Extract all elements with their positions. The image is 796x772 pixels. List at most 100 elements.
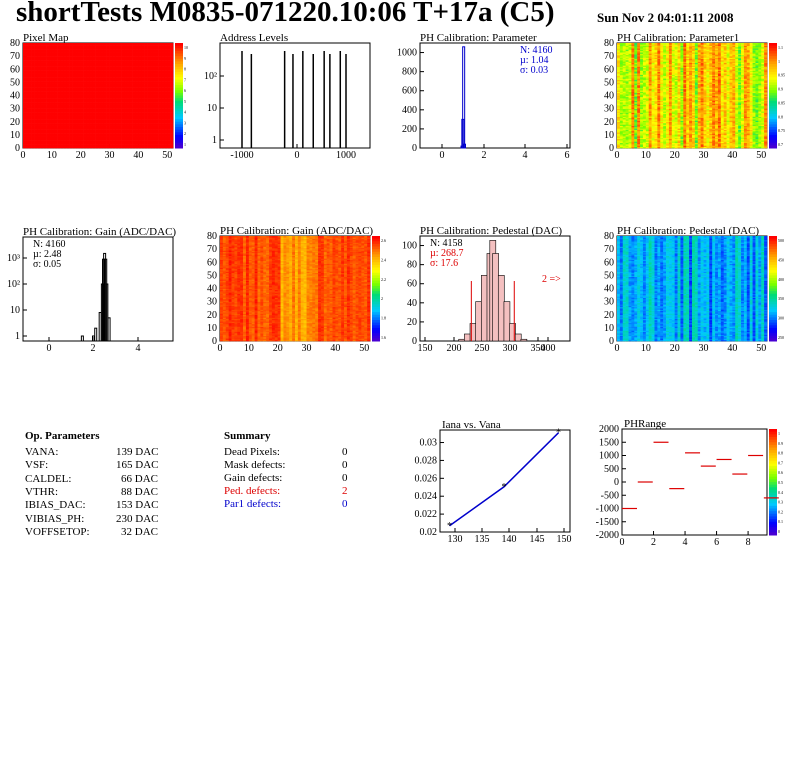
heatmap-cell-pixel-map (43, 132, 47, 134)
ytick-label-address-levels: 1 (212, 135, 217, 146)
heatmap-cell-pixel-map (48, 108, 53, 111)
heatmap-cell-pixel-map (46, 106, 50, 108)
heatmap-cell-pixel-map (37, 46, 41, 49)
heatmap-cell-pixel-map (25, 137, 30, 140)
colorbar-cell-pixel-map (175, 121, 183, 125)
heatmap-cell-pixel-map (48, 127, 53, 129)
colorbar-cell-phrange (769, 529, 777, 533)
heatmap-cell-pixel-map (43, 130, 47, 133)
heatmap-cell-pixel-map (31, 74, 35, 77)
heatmap-cell-pixel-map (161, 43, 165, 45)
heatmap-cell-pixel-map (23, 86, 27, 88)
heatmap-cell-pixel-map (43, 75, 47, 78)
heatmap-cell-pixel-map (46, 142, 50, 145)
colorbar-cell-ph-param1 (769, 145, 777, 149)
colorbar-cell-ph-ped-map (769, 322, 777, 326)
heatmap-cell-pixel-map (25, 132, 30, 134)
heatmap-cell-pixel-map (34, 119, 38, 121)
colorbar-cell-ph-gain-map (372, 246, 380, 250)
heatmap-cell-pixel-map (40, 85, 44, 87)
heatmap-cell-pixel-map (25, 45, 30, 48)
heatmap-cell-pixel-map (23, 61, 27, 63)
heatmap-cell-pixel-map (25, 96, 30, 99)
colorbar-cell-ph-gain-map (372, 317, 380, 321)
heatmap-cell-pixel-map (51, 70, 56, 73)
ytick-label-ph-ped-map: 70 (604, 244, 614, 255)
colorbar-cell-ph-gain-map (372, 236, 380, 240)
heatmap-cell-pixel-map (25, 106, 30, 108)
heatmap-cell-pixel-map (43, 104, 47, 107)
heatmap-cell-pixel-map (28, 52, 32, 54)
colorbar-cell-pixel-map (175, 61, 183, 65)
heatmap-cell-pixel-map (23, 77, 27, 79)
xtick-label-ph-param1: 40 (727, 150, 737, 161)
heatmap-cell-pixel-map (37, 123, 41, 125)
heatmap-cell-pixel-map (25, 71, 30, 74)
heatmap-cell-pixel-map (34, 125, 38, 128)
colorbar-cell-pixel-map (175, 108, 183, 112)
heatmap-cell-pixel-map (31, 75, 35, 78)
heatmap-cell-pixel-map (25, 85, 30, 87)
heatmap-cell-pixel-map (34, 57, 38, 60)
heatmap-cell-pixel-map (28, 69, 32, 71)
heatmap-cell-pixel-map (37, 67, 41, 70)
colorbar-cell-ph-param1 (769, 137, 777, 141)
heatmap-cell-pixel-map (46, 45, 50, 48)
heatmap-cell-pixel-map (48, 64, 53, 66)
heatmap-cell-pixel-map (37, 70, 41, 73)
heatmap-cell-pixel-map (34, 77, 38, 79)
heatmap-cell-pixel-map (48, 54, 53, 57)
colorbar-label-ph-gain-map: 1.6 (381, 335, 386, 340)
heatmap-cell-pixel-map (40, 87, 44, 90)
ytick-label-ph-gain-map: 10 (207, 323, 217, 334)
colorbar-cell-phrange (769, 460, 777, 464)
colorbar-cell-pixel-map (175, 69, 183, 73)
heatmap-cell-pixel-map (43, 100, 47, 103)
heatmap-cell-pixel-map (46, 124, 50, 126)
heatmap-cell-pixel-map (43, 113, 47, 116)
colorbar-cell-ph-ped-map (769, 296, 777, 300)
heatmap-cell-pixel-map (40, 98, 44, 100)
heatmap-cell-pixel-map (25, 140, 30, 142)
heatmap-cell-pixel-map (43, 49, 47, 52)
panel-title-ph-param: PH Calibration: Parameter (420, 32, 537, 44)
heatmap-cell-pixel-map (40, 113, 44, 116)
heatmap-cell-pixel-map (25, 109, 30, 112)
heatmap-cell-pixel-map (48, 46, 53, 49)
heatmap-cell-pixel-map (43, 99, 47, 102)
heatmap-cell-pixel-map (51, 62, 56, 65)
colorbar-cell-pixel-map (175, 113, 183, 117)
heatmap-cell-pixel-map (25, 73, 30, 75)
heatmap-cell-pixel-map (40, 52, 44, 54)
heatmap-cell-pixel-map (43, 103, 47, 105)
heatmap-cell-pixel-map (23, 132, 27, 134)
colorbar-cell-ph-param1 (769, 77, 777, 81)
heatmap-cell-pixel-map (37, 138, 41, 141)
heatmap-cell-pixel-map (34, 137, 38, 140)
colorbar-cell-pixel-map (175, 90, 183, 94)
heatmap-cell-pixel-map (23, 113, 27, 116)
heatmap-cell-pixel-map (46, 56, 50, 58)
heatmap-cell-pixel-map (167, 43, 171, 45)
ytick-label-ph-param: 0 (412, 143, 417, 154)
heatmap-cell-pixel-map (25, 83, 30, 86)
heatmap-cell-pixel-map (25, 146, 30, 149)
colorbar-label-pixel-map: 8 (184, 67, 186, 72)
heatmap-cell-pixel-map (43, 102, 47, 104)
xtick-label-iana-vana: 135 (475, 534, 490, 545)
heatmap-cell-pixel-map (34, 116, 38, 119)
heatmap-cell-pixel-map (43, 57, 47, 60)
heatmap-cell-pixel-map (46, 74, 50, 77)
ytick-label-ph-param: 800 (402, 67, 417, 78)
heatmap-cell-pixel-map (31, 132, 35, 134)
heatmap-cell-pixel-map (40, 132, 44, 134)
heatmap-cell-pixel-map (31, 120, 35, 123)
xtick-label-phrange: 4 (683, 537, 688, 548)
heatmap-cell-pixel-map (34, 44, 38, 46)
heatmap-cell-pixel-map (23, 144, 27, 146)
colorbar-cell-pixel-map (175, 71, 183, 75)
xtick-label-pixel-map: 40 (133, 150, 143, 161)
heatmap-cell-pixel-map (34, 111, 38, 113)
heatmap-cell-pixel-map (34, 71, 38, 74)
heatmap-cell-pixel-map (43, 144, 47, 146)
